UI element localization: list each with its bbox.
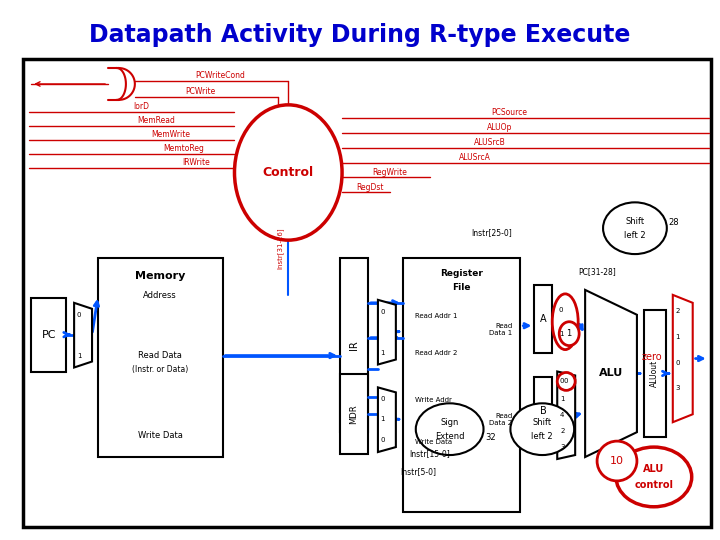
- Polygon shape: [378, 387, 396, 452]
- Bar: [98, 258, 222, 457]
- Text: PC[31-28]: PC[31-28]: [578, 267, 616, 276]
- Text: Control: Control: [263, 166, 314, 179]
- Text: 3: 3: [560, 444, 564, 450]
- Text: Write Data: Write Data: [138, 430, 183, 440]
- Text: Instr[5-0]: Instr[5-0]: [400, 468, 436, 476]
- Text: ALU: ALU: [599, 368, 623, 379]
- Text: Write Addr: Write Addr: [415, 397, 451, 403]
- Text: Read Addr 1: Read Addr 1: [415, 313, 457, 319]
- Text: 4: 4: [560, 412, 564, 418]
- Text: control: control: [634, 480, 673, 490]
- Text: ALUOp: ALUOp: [487, 123, 512, 132]
- Text: Address: Address: [143, 292, 177, 300]
- Text: 3: 3: [675, 386, 680, 392]
- Text: 0: 0: [77, 312, 81, 318]
- Text: IorD: IorD: [133, 103, 149, 111]
- Ellipse shape: [557, 373, 575, 390]
- Bar: [340, 374, 368, 454]
- Text: Register: Register: [440, 269, 483, 279]
- Text: ALUout: ALUout: [650, 360, 660, 387]
- Ellipse shape: [603, 202, 667, 254]
- Text: 1: 1: [381, 416, 385, 422]
- Text: Read Addr 2: Read Addr 2: [415, 349, 457, 355]
- Text: left 2: left 2: [624, 231, 646, 240]
- Text: PCWrite: PCWrite: [186, 87, 216, 97]
- Text: Shift: Shift: [533, 418, 552, 427]
- Text: 10: 10: [610, 456, 624, 466]
- Text: 0: 0: [675, 360, 680, 366]
- Text: 0: 0: [381, 309, 385, 315]
- Polygon shape: [672, 295, 693, 422]
- Bar: [402, 258, 521, 512]
- Text: PCSource: PCSource: [492, 109, 528, 117]
- Bar: [644, 310, 666, 437]
- Polygon shape: [378, 300, 396, 365]
- Text: Datapath Activity During R-type Execute: Datapath Activity During R-type Execute: [89, 23, 631, 48]
- Text: MemRead: MemRead: [137, 116, 175, 125]
- Text: RegDst: RegDst: [356, 183, 384, 192]
- Text: ALUSrcA: ALUSrcA: [459, 153, 490, 162]
- Text: MDR: MDR: [349, 404, 359, 424]
- Polygon shape: [74, 303, 92, 368]
- Text: MemWrite: MemWrite: [151, 130, 190, 139]
- Bar: [31, 298, 66, 373]
- Text: Read
Data 1: Read Data 1: [489, 323, 513, 336]
- Text: 0: 0: [559, 307, 564, 313]
- Ellipse shape: [510, 403, 574, 455]
- Text: MemtoReg: MemtoReg: [163, 144, 204, 153]
- Text: A: A: [540, 314, 546, 324]
- Text: IRWrite: IRWrite: [181, 158, 210, 167]
- Text: 2: 2: [675, 308, 680, 314]
- Text: Instr[25-0]: Instr[25-0]: [471, 228, 512, 237]
- Text: ALU: ALU: [643, 464, 665, 474]
- Text: 1: 1: [77, 353, 81, 359]
- Polygon shape: [557, 372, 575, 459]
- Bar: [534, 377, 552, 445]
- Bar: [23, 59, 711, 526]
- Text: Read
Data 2: Read Data 2: [490, 413, 513, 426]
- Text: (Instr. or Data): (Instr. or Data): [132, 365, 189, 374]
- Text: IR: IR: [349, 340, 359, 350]
- Text: 32: 32: [485, 433, 496, 442]
- Text: Instr[31-26]: Instr[31-26]: [277, 227, 284, 269]
- Text: 1: 1: [567, 329, 572, 338]
- Text: 1: 1: [560, 396, 564, 402]
- Ellipse shape: [616, 447, 692, 507]
- Text: ALUSrcB: ALUSrcB: [474, 138, 505, 147]
- Ellipse shape: [559, 322, 579, 346]
- Text: PCWriteCond: PCWriteCond: [196, 71, 246, 79]
- Text: 0: 0: [560, 379, 564, 384]
- Text: Write Data: Write Data: [415, 439, 452, 445]
- Text: Shift: Shift: [626, 217, 644, 226]
- Text: 28: 28: [669, 218, 680, 227]
- Bar: [534, 285, 552, 353]
- Text: 0: 0: [564, 379, 569, 384]
- Polygon shape: [585, 290, 637, 457]
- Text: Read Data: Read Data: [138, 351, 182, 360]
- Text: Sign: Sign: [441, 418, 459, 427]
- Text: 1: 1: [559, 330, 564, 336]
- Text: 1: 1: [381, 349, 385, 355]
- Text: Memory: Memory: [135, 271, 186, 281]
- Text: Extend: Extend: [435, 431, 464, 441]
- Text: 0: 0: [381, 396, 385, 402]
- Text: left 2: left 2: [531, 431, 553, 441]
- Ellipse shape: [597, 441, 637, 481]
- Text: B: B: [540, 406, 546, 416]
- Text: 2: 2: [560, 428, 564, 434]
- Text: zero: zero: [642, 352, 662, 362]
- Bar: [340, 258, 368, 432]
- Text: 0: 0: [381, 437, 385, 443]
- Ellipse shape: [235, 105, 342, 240]
- Text: PC: PC: [42, 330, 56, 340]
- Text: Instr[15-0]: Instr[15-0]: [410, 449, 450, 458]
- Ellipse shape: [552, 294, 578, 349]
- Text: 1: 1: [675, 334, 680, 340]
- Text: RegWrite: RegWrite: [372, 168, 408, 177]
- Ellipse shape: [415, 403, 484, 455]
- Text: File: File: [452, 284, 471, 292]
